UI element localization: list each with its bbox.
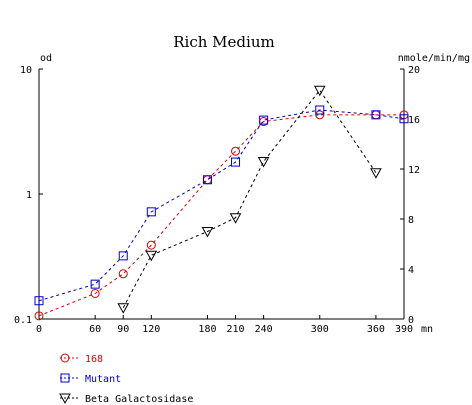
x-axis-unit: mn bbox=[421, 324, 433, 335]
x-axis-ticks: 0 60 90 120 180 210 240 300 360 390 bbox=[36, 315, 413, 335]
x-tick-label: 180 bbox=[198, 324, 216, 335]
series-line-1 bbox=[38, 109, 405, 302]
legend-label: Beta Galactosidase bbox=[85, 394, 193, 405]
data-point-0 bbox=[146, 240, 156, 250]
data-point-2 bbox=[313, 85, 326, 97]
data-point-2 bbox=[201, 227, 214, 238]
data-point-1 bbox=[371, 110, 381, 120]
x-tick-label: 360 bbox=[367, 324, 385, 335]
left-tick-label: 0.1 bbox=[14, 315, 32, 326]
left-tick-label: 1 bbox=[26, 190, 32, 201]
data-point-1 bbox=[231, 157, 241, 167]
left-tick-label: 10 bbox=[20, 65, 32, 76]
data-point-1 bbox=[34, 296, 44, 306]
data-point-1 bbox=[90, 279, 100, 289]
data-point-1 bbox=[259, 115, 269, 125]
legend-item-1: Mutant bbox=[60, 373, 121, 385]
right-axis-ticks: 0 4 8 12 16 20 bbox=[400, 65, 420, 326]
legend-marker bbox=[60, 373, 70, 383]
x-tick-label: 210 bbox=[227, 324, 245, 335]
data-point-1 bbox=[202, 175, 212, 185]
series-line-0 bbox=[38, 114, 404, 317]
data-point-1 bbox=[315, 105, 325, 115]
right-tick-label: 8 bbox=[408, 215, 414, 226]
data-point-2 bbox=[370, 168, 382, 179]
series-2 bbox=[117, 85, 382, 314]
x-tick-label: 240 bbox=[255, 324, 273, 335]
data-point-2 bbox=[145, 250, 158, 262]
legend-label: Mutant bbox=[85, 374, 121, 385]
legend-label: 168 bbox=[85, 354, 103, 365]
left-axis-unit: od bbox=[40, 53, 52, 64]
legend: 168 Mutant Beta Galactosidase bbox=[59, 353, 193, 405]
right-axis-unit: nmole/min/mg bbox=[398, 53, 470, 64]
right-tick-label: 16 bbox=[408, 115, 420, 126]
legend-marker bbox=[60, 353, 70, 363]
chart-title: Rich Medium bbox=[173, 33, 274, 51]
x-tick-label: 120 bbox=[142, 324, 160, 335]
x-tick-label: 390 bbox=[395, 324, 413, 335]
series-1 bbox=[34, 105, 409, 306]
legend-item-0: 168 bbox=[60, 353, 103, 365]
legend-item-2: Beta Galactosidase bbox=[59, 393, 193, 405]
data-point-1 bbox=[118, 251, 128, 261]
data-point-1 bbox=[399, 114, 409, 124]
data-point-2 bbox=[117, 303, 130, 314]
x-tick-label: 60 bbox=[89, 324, 101, 335]
data-point-0 bbox=[118, 269, 128, 279]
x-tick-label: 0 bbox=[36, 324, 42, 335]
right-tick-label: 20 bbox=[408, 65, 420, 76]
right-tick-label: 12 bbox=[408, 165, 420, 176]
right-tick-label: 0 bbox=[408, 315, 414, 326]
data-point-2 bbox=[229, 213, 242, 224]
data-point-0 bbox=[315, 110, 325, 120]
right-tick-label: 4 bbox=[408, 265, 414, 276]
legend-marker bbox=[59, 393, 71, 405]
data-point-0 bbox=[202, 175, 212, 185]
data-point-0 bbox=[34, 311, 44, 321]
data-point-1 bbox=[146, 207, 156, 217]
x-tick-label: 90 bbox=[117, 324, 129, 335]
data-point-0 bbox=[90, 288, 100, 298]
data-point-0 bbox=[231, 146, 241, 156]
data-point-2 bbox=[257, 157, 270, 168]
x-tick-label: 300 bbox=[311, 324, 329, 335]
series-line-2 bbox=[122, 89, 377, 308]
series-layer bbox=[34, 85, 409, 321]
